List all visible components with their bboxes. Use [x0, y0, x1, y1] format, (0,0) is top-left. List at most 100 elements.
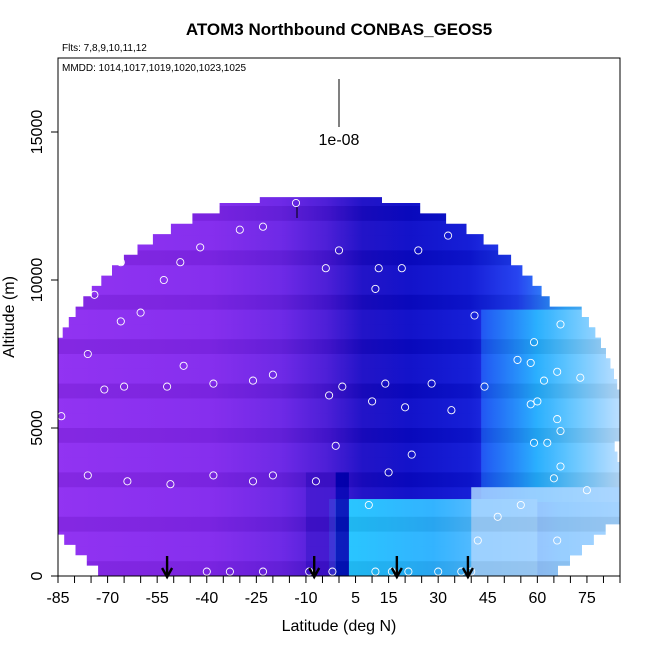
- sample-point: [407, 450, 416, 459]
- y-tick-label: 5000: [29, 410, 46, 446]
- curtain-band: [58, 235, 620, 251]
- sample-point: [582, 486, 591, 495]
- sample-point: [331, 441, 340, 450]
- sample-point: [258, 222, 268, 231]
- sample-point: [328, 567, 337, 576]
- curtain-band: [58, 368, 620, 384]
- curtain-band: [58, 546, 620, 562]
- curtain-band: [58, 339, 620, 354]
- sample-point: [529, 438, 539, 447]
- sample-point: [364, 500, 373, 510]
- curtain-band: [58, 250, 620, 266]
- sample-point: [90, 290, 99, 299]
- sample-point: [434, 567, 443, 576]
- curtain-band: [58, 398, 620, 414]
- sample-point: [338, 382, 347, 391]
- x-tick-label: 45: [479, 590, 497, 607]
- sample-point: [325, 391, 334, 400]
- sample-point: [374, 264, 383, 273]
- sample-point: [159, 275, 168, 285]
- sample-point: [473, 536, 482, 545]
- sample-point: [116, 258, 125, 267]
- curtain-band: [58, 413, 620, 428]
- sample-point: [334, 246, 344, 255]
- curtain-band: [58, 531, 620, 547]
- flight-arrow-head: [461, 567, 474, 580]
- sample-point: [225, 567, 234, 576]
- sample-point: [526, 400, 535, 409]
- sample-point: [553, 415, 562, 424]
- sample-point: [209, 379, 218, 388]
- sample-point: [258, 567, 268, 576]
- x-tick-label: 5: [351, 590, 360, 607]
- x-tick-label: -85: [46, 590, 69, 607]
- curtain-band: [58, 442, 620, 458]
- flight-arrows: [161, 556, 474, 580]
- sample-point: [166, 480, 175, 489]
- sample-point: [384, 468, 393, 477]
- sample-point: [576, 373, 585, 382]
- sample-point: [493, 512, 502, 521]
- sample-point: [321, 264, 330, 273]
- x-tick-label: -40: [195, 590, 218, 607]
- sample-point: [100, 385, 109, 394]
- sample-point: [248, 477, 258, 486]
- sample-point: [123, 477, 132, 486]
- curtain-band: [58, 487, 620, 502]
- sample-point: [163, 382, 172, 391]
- curtain-heatmap: [58, 197, 620, 576]
- sample-point: [311, 477, 320, 486]
- curtain-fill-dark-column-2: [335, 472, 349, 576]
- curtain-band: [58, 472, 620, 488]
- sample-point: [305, 567, 314, 576]
- sample-point: [196, 243, 205, 252]
- curtain-band: [58, 197, 620, 206]
- sample-point: [83, 349, 92, 359]
- sample-point: [480, 382, 489, 391]
- x-axis: -85 -70 -55 -40 -25 -10 5 15 30 45 60 75: [46, 576, 621, 607]
- flight-arrow-head: [308, 567, 321, 580]
- y-axis: 0 5000 10000 15000: [29, 110, 58, 580]
- curtain-band: [58, 502, 620, 517]
- sample-point: [235, 225, 244, 234]
- sample-point: [556, 426, 565, 436]
- sample-point: [539, 376, 549, 385]
- curtain-band: [58, 294, 620, 310]
- sample-point: [553, 367, 562, 376]
- sample-point: [248, 376, 258, 385]
- y-tick-label: 0: [29, 571, 46, 580]
- sample-point: [291, 198, 301, 208]
- flight-arrow-head: [161, 567, 174, 580]
- curtain-band: [58, 324, 620, 340]
- sample-points: [58, 198, 591, 576]
- y-axis-label: Altitude (m): [1, 276, 18, 358]
- curtain-band: [58, 383, 620, 399]
- sample-point: [516, 500, 525, 510]
- sample-point: [556, 462, 565, 471]
- x-tick-label: 30: [429, 590, 447, 607]
- curtain-band: [58, 265, 620, 280]
- sample-point: [209, 471, 218, 480]
- sample-point: [543, 438, 552, 447]
- x-tick-label: -10: [294, 590, 317, 607]
- curtain-band: [58, 457, 620, 473]
- x-tick-label: -55: [146, 590, 169, 607]
- curtain-band: [58, 206, 620, 221]
- dates-label: MMDD: 1014,1017,1019,1020,1023,1025: [62, 63, 246, 74]
- sample-point: [414, 246, 423, 255]
- curtain-fill-cyan-region: [481, 309, 620, 502]
- curtain-band: [58, 516, 620, 532]
- sample-point: [371, 284, 380, 293]
- sample-point: [556, 320, 565, 329]
- sample-point: [371, 567, 380, 576]
- sample-point: [58, 412, 66, 421]
- sample-point: [116, 317, 125, 326]
- sample-point: [447, 406, 456, 415]
- curtain-band: [58, 220, 620, 236]
- sample-point: [404, 567, 413, 576]
- curtain-band: [58, 280, 620, 295]
- x-axis-label: Latitude (deg N): [282, 618, 397, 635]
- flights-label: Flts: 7,8,9,10,11,12: [62, 43, 147, 54]
- sample-point: [202, 567, 211, 576]
